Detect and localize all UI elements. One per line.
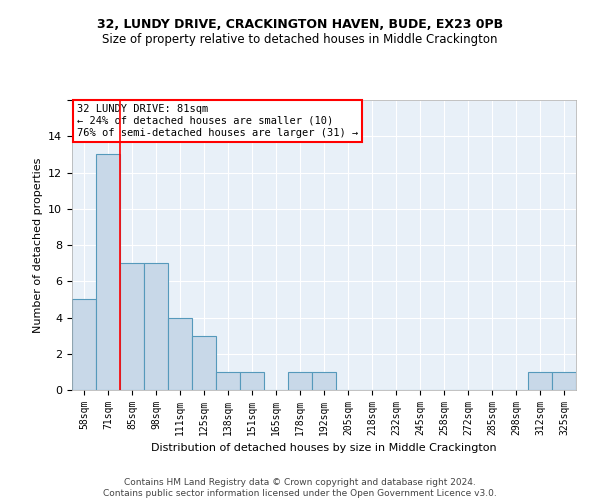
Bar [120,263,144,390]
Bar [192,336,216,390]
Y-axis label: Number of detached properties: Number of detached properties [32,158,43,332]
X-axis label: Distribution of detached houses by size in Middle Crackington: Distribution of detached houses by size … [151,444,497,454]
Text: 32, LUNDY DRIVE, CRACKINGTON HAVEN, BUDE, EX23 0PB: 32, LUNDY DRIVE, CRACKINGTON HAVEN, BUDE… [97,18,503,30]
Bar [288,372,312,390]
Bar [72,300,96,390]
Bar [144,263,168,390]
Bar [168,318,192,390]
Bar [216,372,240,390]
Bar [96,154,120,390]
Bar [240,372,264,390]
Text: 32 LUNDY DRIVE: 81sqm
← 24% of detached houses are smaller (10)
76% of semi-deta: 32 LUNDY DRIVE: 81sqm ← 24% of detached … [77,104,358,138]
Bar [552,372,576,390]
Text: Size of property relative to detached houses in Middle Crackington: Size of property relative to detached ho… [102,32,498,46]
Bar [528,372,552,390]
Bar [312,372,336,390]
Text: Contains HM Land Registry data © Crown copyright and database right 2024.
Contai: Contains HM Land Registry data © Crown c… [103,478,497,498]
